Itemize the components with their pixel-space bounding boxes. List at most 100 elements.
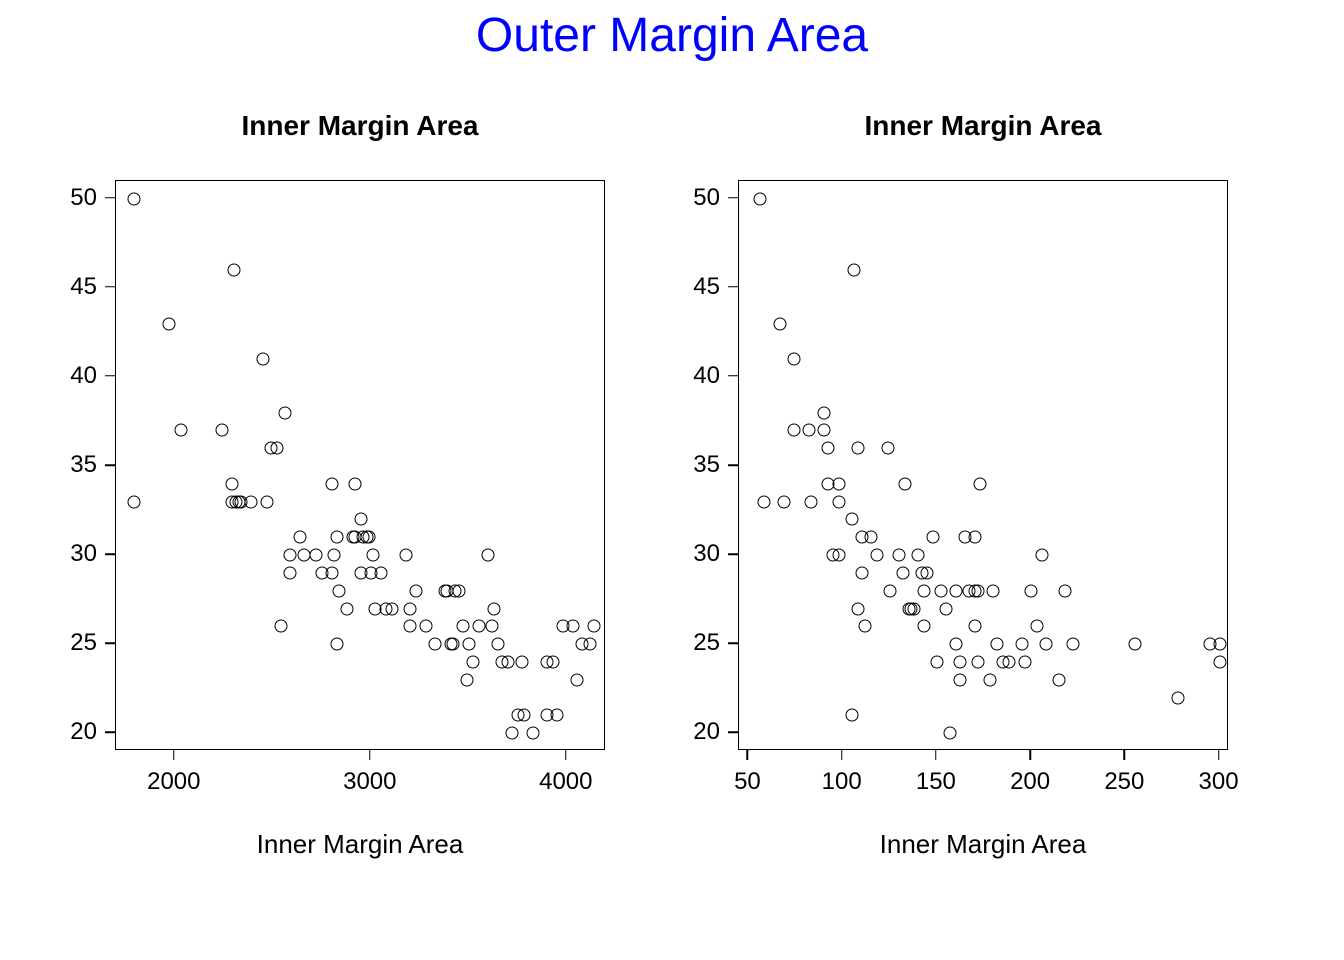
scatter-point <box>1019 655 1032 668</box>
scatter-point <box>472 620 485 633</box>
scatter-point <box>278 406 291 419</box>
scatter-point <box>940 602 953 615</box>
scatter-point <box>588 620 601 633</box>
figure: Outer Margin Area Inner Margin Area Inne… <box>0 0 1344 960</box>
y-tick-label: 20 <box>70 718 97 746</box>
scatter-point <box>502 655 515 668</box>
scatter-point <box>515 655 528 668</box>
scatter-point <box>881 442 894 455</box>
scatter-point <box>846 513 859 526</box>
scatter-point <box>270 442 283 455</box>
x-tick-mark <box>173 750 175 760</box>
scatter-point <box>893 549 906 562</box>
y-tick-label: 45 <box>693 273 720 301</box>
y-tick-label: 25 <box>693 629 720 657</box>
x-tick-label: 3000 <box>343 768 396 796</box>
x-tick-mark <box>747 750 749 760</box>
panel-right-plot-box <box>738 180 1228 750</box>
scatter-point <box>527 727 540 740</box>
x-tick-label: 4000 <box>539 768 592 796</box>
scatter-point <box>309 549 322 562</box>
scatter-point <box>333 584 346 597</box>
scatter-point <box>162 317 175 330</box>
scatter-point <box>257 353 270 366</box>
scatter-point <box>245 495 258 508</box>
scatter-point <box>331 638 344 651</box>
scatter-point <box>1053 673 1066 686</box>
y-tick-label: 35 <box>693 451 720 479</box>
y-tick-label: 40 <box>693 362 720 390</box>
scatter-point <box>778 495 791 508</box>
scatter-point <box>447 638 460 651</box>
scatter-point <box>1040 638 1053 651</box>
x-tick-mark <box>565 750 567 760</box>
scatter-point <box>462 638 475 651</box>
scatter-point <box>325 477 338 490</box>
scatter-point <box>260 495 273 508</box>
y-tick-label: 50 <box>70 184 97 212</box>
y-tick-label: 30 <box>693 540 720 568</box>
scatter-point <box>366 549 379 562</box>
y-tick-label: 30 <box>70 540 97 568</box>
y-tick-mark <box>728 375 738 377</box>
scatter-point <box>1172 691 1185 704</box>
scatter-point <box>486 620 499 633</box>
scatter-point <box>466 655 479 668</box>
y-tick-mark <box>105 731 115 733</box>
scatter-point <box>774 317 787 330</box>
x-tick-label: 250 <box>1104 768 1144 796</box>
x-tick-mark <box>1029 750 1031 760</box>
scatter-point <box>1015 638 1028 651</box>
scatter-point <box>851 442 864 455</box>
scatter-point <box>974 477 987 490</box>
scatter-point <box>972 584 985 597</box>
scatter-point <box>551 709 564 722</box>
scatter-point <box>851 602 864 615</box>
y-tick-mark <box>105 286 115 288</box>
y-tick-mark <box>728 731 738 733</box>
scatter-point <box>547 655 560 668</box>
scatter-point <box>953 673 966 686</box>
scatter-point <box>566 620 579 633</box>
scatter-point <box>215 424 228 437</box>
x-tick-mark <box>935 750 937 760</box>
panel-left-plot-box <box>115 180 605 750</box>
scatter-point <box>953 655 966 668</box>
x-tick-label: 100 <box>822 768 862 796</box>
panel-left-title: Inner Margin Area <box>115 110 605 142</box>
scatter-point <box>802 424 815 437</box>
scatter-point <box>832 549 845 562</box>
y-tick-mark <box>728 553 738 555</box>
scatter-point <box>1059 584 1072 597</box>
x-tick-label: 200 <box>1010 768 1050 796</box>
scatter-point <box>517 709 530 722</box>
scatter-point <box>294 531 307 544</box>
scatter-point <box>855 566 868 579</box>
y-tick-mark <box>105 553 115 555</box>
scatter-point <box>460 673 473 686</box>
y-tick-label: 35 <box>70 451 97 479</box>
scatter-point <box>404 620 417 633</box>
panel-left-xlabel: Inner Margin Area <box>115 829 605 860</box>
scatter-point <box>972 655 985 668</box>
scatter-point <box>341 602 354 615</box>
scatter-point <box>362 531 375 544</box>
scatter-point <box>1002 655 1015 668</box>
panel-right-xlabel: Inner Margin Area <box>738 829 1228 860</box>
scatter-point <box>453 584 466 597</box>
scatter-point <box>349 477 362 490</box>
scatter-point <box>505 727 518 740</box>
scatter-point <box>917 584 930 597</box>
scatter-point <box>174 424 187 437</box>
scatter-point <box>386 602 399 615</box>
scatter-point <box>968 531 981 544</box>
panel-left: Inner Margin Area Inner Margin Area 2000… <box>115 180 605 750</box>
scatter-point <box>908 602 921 615</box>
scatter-point <box>817 406 830 419</box>
scatter-point <box>847 264 860 277</box>
scatter-point <box>225 477 238 490</box>
scatter-point <box>284 566 297 579</box>
scatter-point <box>404 602 417 615</box>
scatter-point <box>927 531 940 544</box>
scatter-point <box>846 709 859 722</box>
